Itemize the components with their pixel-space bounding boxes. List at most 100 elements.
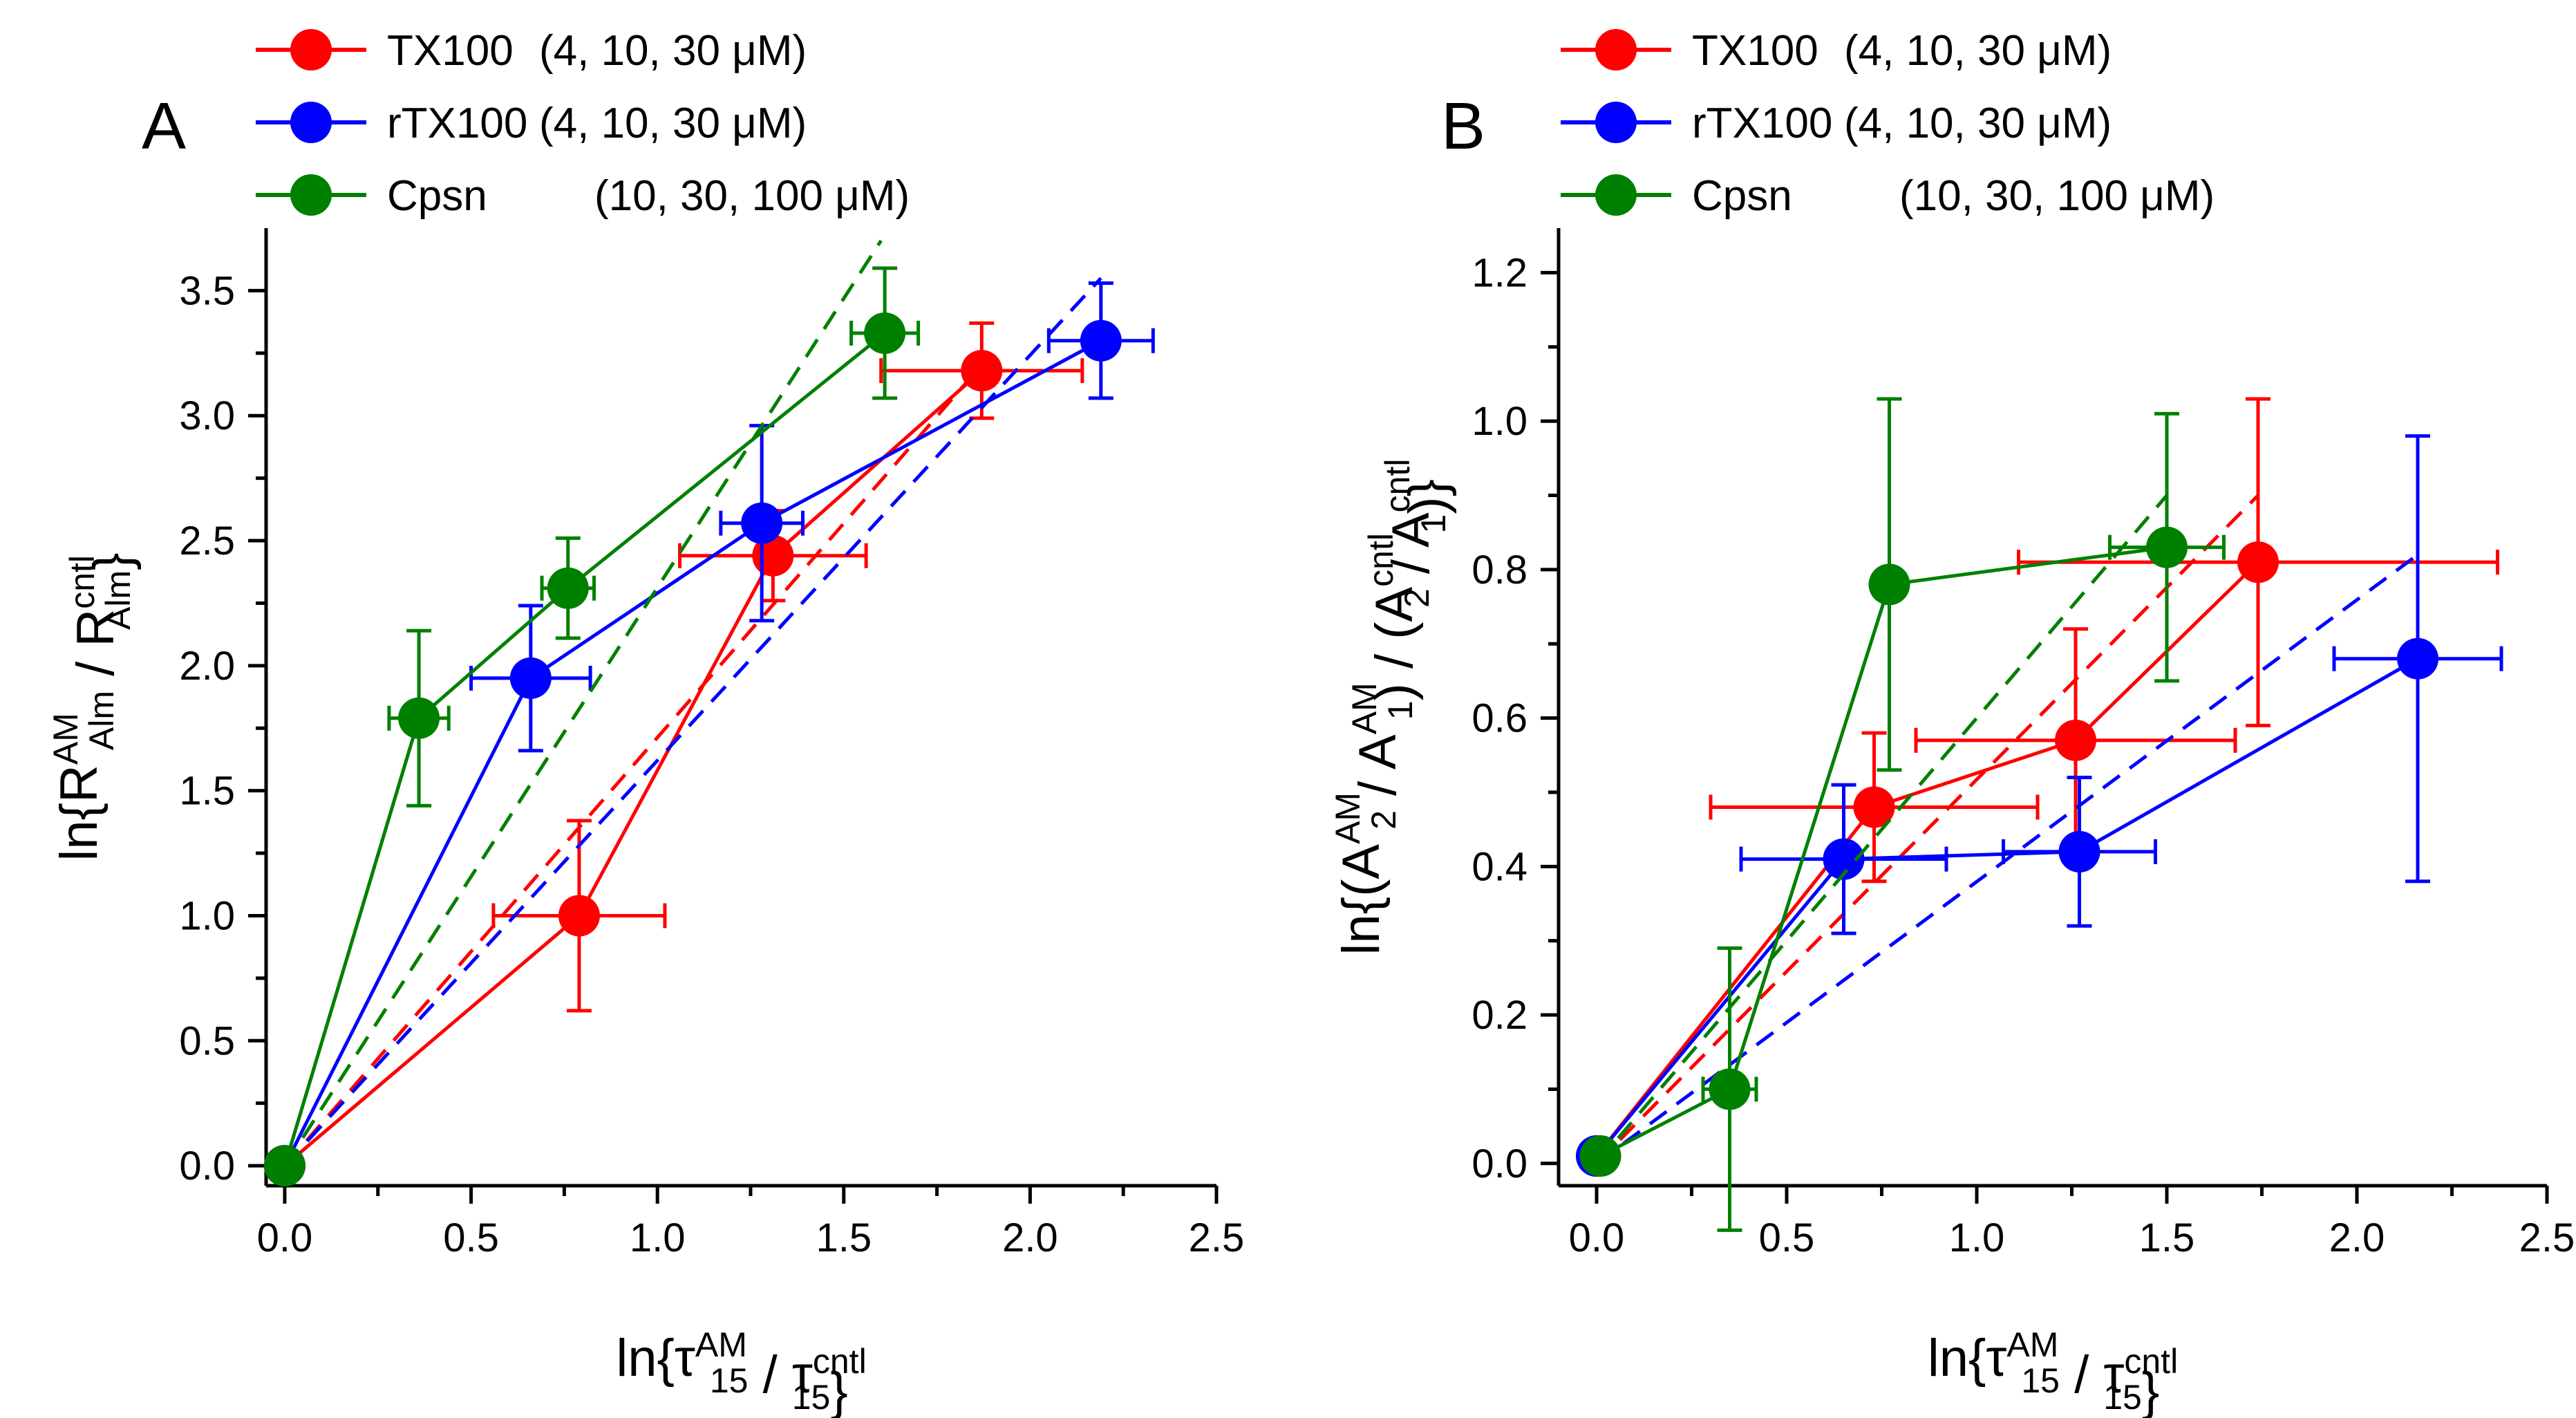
data-point-rtx100 (1823, 838, 1865, 880)
axis-title-text: / A (1348, 734, 1407, 810)
x-tick-label: 0.0 (1569, 1215, 1625, 1260)
axis-title-subscript: 1 (1381, 700, 1420, 720)
y-tick-label: 1.0 (1472, 399, 1527, 444)
series-cpsn (1579, 397, 2226, 1232)
axis-title-superscript: AM (2006, 1325, 2058, 1364)
series-line-cpsn (283, 331, 886, 1166)
legend-label-cpsn: Cpsn (387, 172, 487, 220)
axis-title-text: ln{(A (1332, 844, 1391, 955)
y-axis-title: ln{(AAM2 / AAM1) / (Acntl2 / Acntl1)} (1328, 459, 1457, 955)
y-tick-label: 0.0 (1472, 1141, 1527, 1186)
y-tick-label: 1.0 (179, 893, 235, 938)
series-rtx100 (263, 277, 1155, 1187)
x-tick-label: 0.5 (1759, 1215, 1815, 1260)
data-point-tx100 (1853, 786, 1895, 828)
legend-item-cpsn: Cpsn (10, 30, 100 μM) (256, 172, 910, 220)
x-tick-label: 2.5 (2519, 1215, 2575, 1260)
data-point-tx100 (2237, 541, 2279, 584)
axis-title-text: / τ (749, 1345, 813, 1404)
legend-item-tx100: TX100 (4, 10, 30 μM) (1561, 27, 2112, 75)
data-point-tx100 (2055, 719, 2096, 761)
y-axis-title: ln{RAMAlm / RcntlAlm} (46, 552, 142, 861)
data-point-cpsn (263, 1145, 305, 1187)
panel-letter: A (142, 89, 186, 163)
axis-title-superscript: AM (46, 713, 85, 765)
data-point-rtx100 (741, 502, 783, 544)
y-tick-label: 0.0 (179, 1144, 235, 1188)
legend-conc-rtx100: (4, 10, 30 μM) (539, 100, 807, 147)
data-point-cpsn (1579, 1135, 1621, 1177)
x-axis-title: ln{τAM 15 / τcntl 15} (616, 1325, 866, 1418)
y-tick-label: 0.5 (179, 1018, 235, 1063)
axis-title-text: ln{τ (616, 1329, 695, 1388)
legend-item-rtx100: rTX100 (4, 10, 30 μM) (1561, 100, 2112, 147)
data-point-rtx100 (2058, 830, 2100, 873)
legend-marker-tx100 (1595, 29, 1637, 71)
axis-title-subscript: 15 (792, 1378, 831, 1417)
data-point-cpsn (864, 312, 906, 354)
x-tick-label: 1.5 (2139, 1215, 2195, 1260)
series-line-rtx100 (283, 339, 1102, 1167)
y-tick-label: 0.8 (1472, 548, 1527, 593)
legend-item-rtx100: rTX100 (4, 10, 30 μM) (256, 100, 807, 147)
legend-conc-cpsn: (10, 30, 100 μM) (594, 172, 910, 220)
y-tick-label: 3.5 (179, 268, 235, 313)
axis-title-superscript: cntl (1378, 459, 1417, 513)
axis-title-superscript: cntl (813, 1342, 867, 1381)
axis-title-text: } (83, 552, 142, 570)
legend-item-tx100: TX100 (4, 10, 30 μM) (256, 27, 807, 75)
legend: TX100 (4, 10, 30 μM) rTX100 (4, 10, 30 μM) C… (256, 27, 910, 220)
legend-label-tx100: TX100 (1692, 27, 1818, 75)
fit-line-rtx100 (1595, 553, 2419, 1165)
data-point-tx100 (558, 895, 600, 937)
legend-marker-rtx100 (1595, 102, 1637, 143)
y-tick-label: 1.2 (1472, 250, 1527, 295)
series-tx100 (1576, 397, 2499, 1177)
x-tick-label: 0.5 (443, 1215, 499, 1260)
axis-title-superscript: cntl (2124, 1342, 2178, 1381)
data-point-rtx100 (1080, 319, 1122, 362)
y-tick-label: 0.2 (1472, 993, 1527, 1038)
axis-title-text: ln{τ (1928, 1329, 2007, 1388)
x-tick-label: 2.0 (1002, 1215, 1058, 1260)
fit-line-cpsn (1595, 494, 2168, 1165)
axis-title-text: / R (66, 609, 125, 691)
fit-line-cpsn (283, 239, 883, 1167)
x-tick-label: 2.5 (1189, 1215, 1245, 1260)
data-point-rtx100 (2397, 637, 2438, 680)
x-tick-label: 2.0 (2329, 1215, 2385, 1260)
data-point-tx100 (961, 350, 1003, 392)
legend-label-rtx100: rTX100 (1692, 100, 1832, 147)
x-tick-label: 1.5 (816, 1215, 872, 1260)
data-point-cpsn (1709, 1068, 1751, 1110)
x-tick-label: 0.0 (257, 1215, 313, 1260)
series-line-rtx100 (1595, 657, 2419, 1157)
axis-title-text: } (2142, 1362, 2159, 1418)
axis-title-superscript: cntl (1362, 533, 1400, 587)
legend-label-cpsn: Cpsn (1692, 172, 1792, 220)
axis-title-superscript: AM (695, 1325, 747, 1364)
legend-conc-rtx100: (4, 10, 30 μM) (1844, 100, 2112, 147)
fit-line-rtx100 (283, 277, 1102, 1167)
axis-title-superscript: cntl (63, 555, 102, 609)
axis-title-text: ln{R (50, 765, 109, 861)
x-axis-title: ln{τAM 15 / τcntl 15} (1928, 1325, 2178, 1418)
panel-b: 0.0 0.5 1.0 1.5 2.0 2.5 0.0 0.2 0.4 0.6 0.8 1.0 1.2 l… (1328, 27, 2575, 1418)
data-point-cpsn (398, 697, 440, 739)
series-line-tx100 (283, 369, 983, 1167)
y-tick-label: 1.5 (179, 769, 235, 814)
y-tick-label: 3.0 (179, 393, 235, 438)
axis-title-text: } (830, 1362, 847, 1418)
legend-label-rtx100: rTX100 (387, 100, 527, 147)
axis-title-superscript: AM (1345, 682, 1384, 734)
y-tick-label: 2.0 (179, 644, 235, 689)
axis-title-subscript: 15 (2021, 1361, 2060, 1400)
data-point-cpsn (2146, 526, 2188, 568)
data-point-cpsn (547, 567, 589, 609)
y-tick-label: 2.5 (179, 519, 235, 563)
axis-title-subscript: 2 (1364, 810, 1403, 830)
legend-marker-rtx100 (290, 102, 332, 143)
axis-title-subscript: Alm (99, 570, 138, 630)
legend-conc-tx100: (4, 10, 30 μM) (1844, 27, 2112, 75)
